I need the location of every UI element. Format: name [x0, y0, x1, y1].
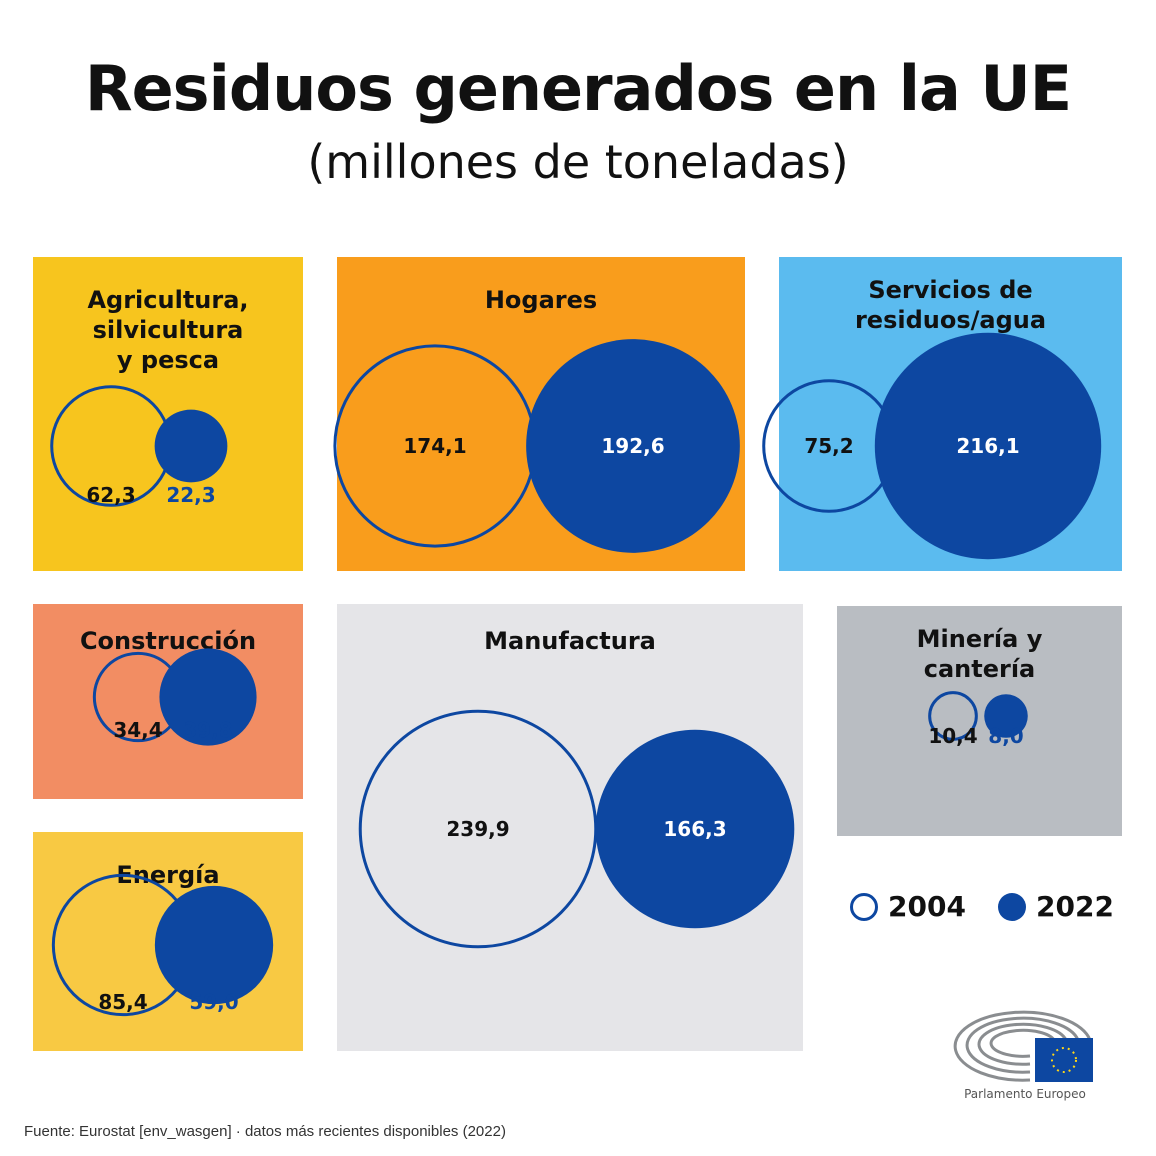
page-title: Residuos generados en la UE — [84, 52, 1072, 125]
bubble-2022 — [874, 332, 1102, 560]
panel-title-line: silvicultura — [92, 316, 244, 344]
panel-title-line: Construcción — [79, 627, 257, 655]
bubble-2022 — [154, 885, 274, 1005]
value-label-2022: 192,6 — [601, 434, 664, 458]
page-subtitle: (millones de toneladas) — [307, 135, 849, 189]
bubble-2022 — [159, 648, 257, 746]
value-label-2022: 59,0 — [189, 990, 238, 1014]
value-label-2004: 62,3 — [86, 483, 135, 507]
panel-minería: Minería y cantería — [837, 606, 1122, 836]
panel-title: Minería y cantería — [837, 624, 1122, 684]
bubble-2022 — [984, 694, 1028, 738]
value-label-2022: 166,3 — [663, 817, 726, 841]
value-label-2004: 75,2 — [804, 434, 853, 458]
panel-title-line: Minería y — [916, 625, 1043, 653]
panel-title: Agricultura, silvicultura y pesca — [33, 285, 303, 375]
legend-item-2004: 2004 — [850, 890, 966, 923]
bubble-2022 — [595, 729, 795, 929]
value-label-2022: 216,1 — [956, 434, 1019, 458]
panel-title-line: Hogares — [484, 286, 598, 314]
panel-title-line: Manufactura — [484, 627, 656, 655]
value-label-2022: 8,0 — [988, 724, 1023, 748]
legend-item-2022: 2022 — [998, 890, 1114, 923]
panel-title-line: Agricultura, — [87, 286, 249, 314]
legend-label: 2004 — [888, 890, 966, 923]
filled-circle-icon — [998, 892, 1026, 921]
logo-text: Parlamento Europeo — [964, 1087, 1086, 1101]
panel-title: Construcción — [33, 626, 303, 656]
european-parliament-logo — [953, 1010, 1093, 1082]
value-label-2004: 174,1 — [403, 434, 466, 458]
bubble-2022 — [154, 409, 228, 483]
panel-title-line: y pesca — [116, 346, 220, 374]
outline-circle-icon — [850, 892, 878, 921]
panel-title: Manufactura — [337, 626, 803, 656]
value-label-2022: 22,3 — [166, 483, 215, 507]
value-label-2004: 239,9 — [446, 817, 509, 841]
source-note: Fuente: Eurostat [env_wasgen] · datos má… — [24, 1123, 506, 1140]
panel-agricultura: Agricultura, silvicultura y pesca — [33, 257, 303, 571]
value-label-2004: 85,4 — [98, 990, 147, 1014]
legend-label: 2022 — [1036, 890, 1114, 923]
value-label-2004: 34,4 — [113, 718, 162, 742]
panel-title: Servicios de residuos/agua — [779, 275, 1122, 335]
value-label-2004: 10,4 — [928, 724, 977, 748]
panel-title-line: residuos/agua — [854, 306, 1047, 334]
value-label-2022: 39,8 — [183, 718, 232, 742]
panel-title: Hogares — [337, 285, 745, 315]
bubble-2022 — [526, 339, 740, 553]
panel-title-line: cantería — [923, 655, 1036, 683]
bubble-2004 — [928, 691, 978, 741]
panel-title-line: Servicios de — [868, 276, 1033, 304]
